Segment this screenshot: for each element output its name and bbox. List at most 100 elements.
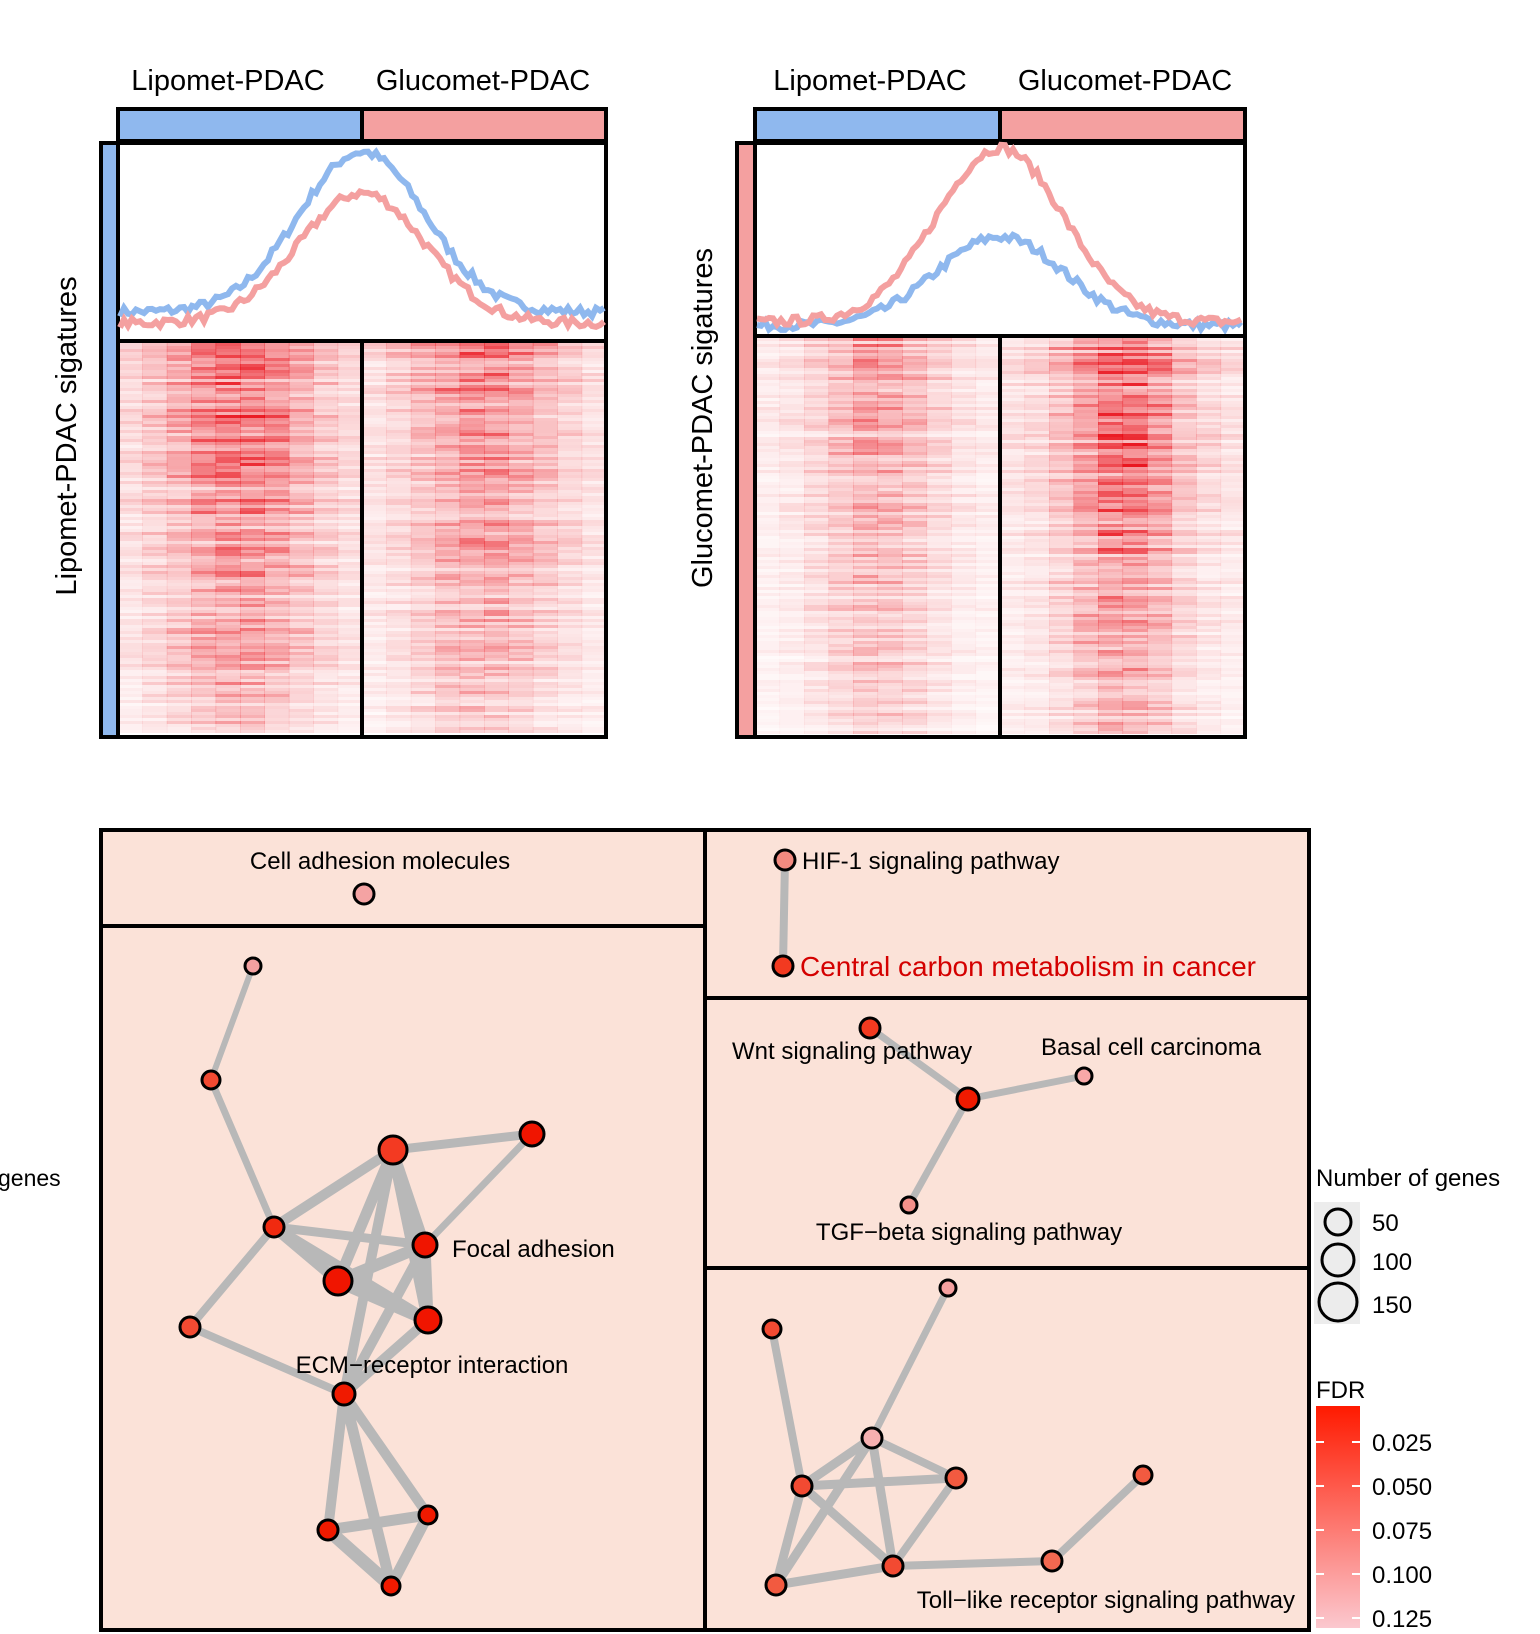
heatmap-cell	[459, 601, 485, 604]
heatmap-cell	[240, 364, 265, 367]
heatmap-cell	[1220, 404, 1246, 407]
heatmap-cell	[755, 359, 781, 362]
heatmap-cell	[508, 541, 534, 544]
heatmap-cell	[1220, 494, 1246, 497]
heatmap-cell	[166, 562, 192, 565]
heatmap-cell	[804, 602, 830, 605]
heatmap-cell	[410, 613, 436, 616]
heatmap-cell	[804, 344, 830, 347]
heatmap-cell	[804, 392, 830, 395]
heatmap-cell	[191, 370, 217, 373]
heatmap-cell	[240, 523, 265, 526]
heatmap-cell	[532, 367, 558, 370]
heatmap-cell	[386, 472, 412, 475]
heatmap-cell	[1049, 563, 1075, 566]
heatmap-cell	[1122, 521, 1148, 524]
heatmap-cell	[1147, 500, 1173, 503]
heatmap-cell	[532, 592, 558, 595]
heatmap-cell	[386, 517, 412, 520]
heatmap-cell	[410, 580, 436, 583]
heatmap-cell	[951, 641, 977, 644]
heatmap-cell	[386, 460, 412, 463]
heatmap-cell	[118, 658, 143, 661]
heatmap-cell	[288, 685, 314, 688]
heatmap-cell	[1049, 551, 1075, 554]
heatmap-cell	[828, 578, 854, 581]
heatmap-cell	[1000, 356, 1026, 359]
heatmap-cell	[362, 544, 387, 547]
heatmap-cell	[755, 506, 781, 509]
heatmap-cell	[951, 554, 977, 557]
heatmap-cell	[581, 364, 607, 367]
heatmap-cell	[337, 382, 363, 385]
heatmap-cell	[804, 533, 830, 536]
heatmap-cell	[1073, 431, 1099, 434]
heatmap-cell	[1171, 407, 1197, 410]
heatmap-cell	[1000, 365, 1026, 368]
heatmap-cell	[1171, 557, 1197, 560]
heatmap-cell	[557, 544, 583, 547]
heatmap-cell	[975, 473, 1001, 476]
heatmap-cell	[484, 634, 509, 637]
heatmap-cell	[459, 562, 485, 565]
heatmap-cell	[877, 587, 903, 590]
heatmap-cell	[484, 382, 509, 385]
heatmap-cell	[1196, 431, 1222, 434]
heatmap-cell	[1049, 524, 1075, 527]
heatmap-cell	[1196, 470, 1222, 473]
heatmap-cell	[191, 478, 217, 481]
heatmap-cell	[975, 401, 1001, 404]
heatmap-cell	[240, 367, 265, 370]
heatmap-cell	[337, 673, 363, 676]
heatmap-cell	[902, 506, 928, 509]
heatmap-cell	[804, 368, 830, 371]
heatmap-cell	[240, 634, 265, 637]
heatmap-cell	[191, 394, 217, 397]
heatmap-cell	[1147, 470, 1173, 473]
heatmap-cell	[1122, 458, 1148, 461]
heatmap-cell	[902, 392, 928, 395]
heatmap-cell	[1098, 410, 1124, 413]
heatmap-cell	[557, 424, 583, 427]
heatmap-cell	[1147, 392, 1173, 395]
heatmap-cell	[215, 427, 241, 430]
heatmap-cell	[508, 379, 534, 382]
heatmap-cell	[410, 424, 436, 427]
heatmap-cell	[191, 439, 217, 442]
heatmap-cell	[877, 434, 903, 437]
heatmap-cell	[1049, 371, 1075, 374]
heatmap-cell	[362, 475, 387, 478]
heatmap-cell	[1049, 641, 1075, 644]
heatmap-cell	[288, 598, 314, 601]
heatmap-cell	[337, 565, 363, 568]
heatmap-cell	[1147, 536, 1173, 539]
heatmap-cell	[484, 682, 509, 685]
heatmap-cell	[557, 535, 583, 538]
heatmap-cell	[926, 557, 952, 560]
heatmap-cell	[459, 400, 485, 403]
heatmap-cell	[902, 500, 928, 503]
heatmap-cell	[1098, 521, 1124, 524]
heatmap-cell	[459, 376, 485, 379]
heatmap-cell	[240, 403, 265, 406]
heatmap-cell	[1098, 374, 1124, 377]
heatmap-cell	[435, 622, 461, 625]
heatmap-cell	[435, 448, 461, 451]
heatmap-cell	[191, 379, 217, 382]
heatmap-cell	[386, 400, 412, 403]
heatmap-cell	[1196, 638, 1222, 641]
heatmap-cell	[902, 368, 928, 371]
heatmap-cell	[191, 418, 217, 421]
heatmap-cell	[557, 361, 583, 364]
heatmap-cell	[313, 382, 339, 385]
heatmap-cell	[926, 521, 952, 524]
heatmap-cell	[166, 532, 192, 535]
heatmap-cell	[926, 728, 952, 731]
heatmap-cell	[975, 383, 1001, 386]
heatmap-cell	[435, 562, 461, 565]
heatmap-cell	[288, 604, 314, 607]
heatmap-cell	[902, 698, 928, 701]
heatmap-cell	[828, 671, 854, 674]
heatmap-cell	[118, 661, 143, 664]
heatmap-cell	[410, 364, 436, 367]
